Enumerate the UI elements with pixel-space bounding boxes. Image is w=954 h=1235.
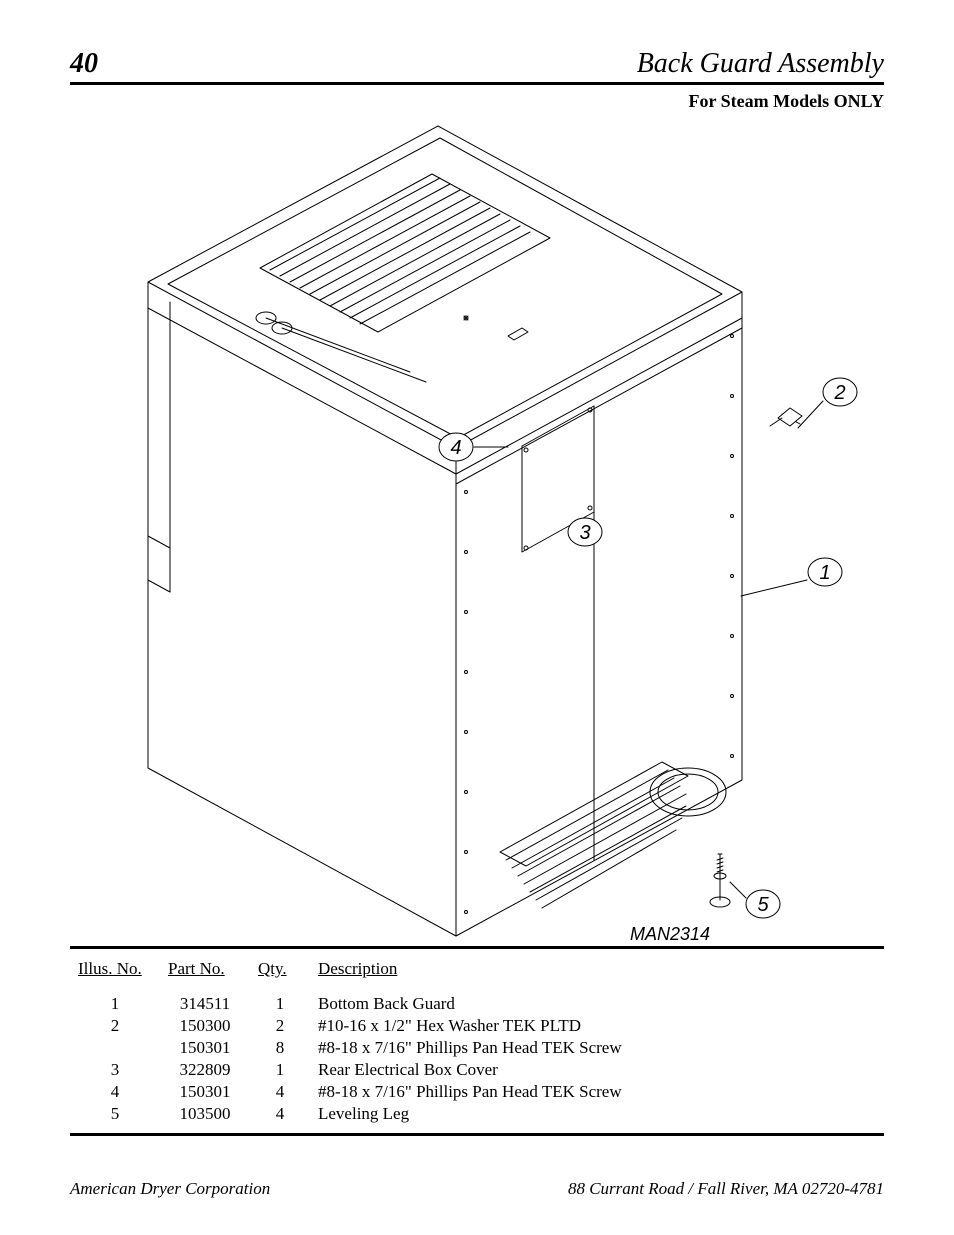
cell-illus: [70, 1037, 160, 1059]
cell-part: 322809: [160, 1059, 250, 1081]
callout-2: 2: [833, 382, 845, 404]
cell-part: 314511: [160, 993, 250, 1015]
cell-qty: 1: [250, 993, 310, 1015]
page-title: Back Guard Assembly: [637, 48, 884, 80]
cell-qty: 4: [250, 1103, 310, 1125]
cell-desc: Bottom Back Guard: [310, 993, 884, 1015]
col-header-part: Part No.: [160, 955, 250, 993]
cell-qty: 1: [250, 1059, 310, 1081]
page-footer: American Dryer Corporation 88 Currant Ro…: [70, 1179, 884, 1199]
col-header-illus: Illus. No.: [70, 955, 160, 993]
screw-2: [770, 408, 802, 426]
footer-address: 88 Currant Road / Fall River, MA 02720-4…: [568, 1179, 884, 1199]
footer-company: American Dryer Corporation: [70, 1179, 270, 1199]
page-header: 40 Back Guard Assembly: [70, 48, 884, 85]
callout-1: 1: [819, 562, 830, 584]
table-row: 51035004Leveling Leg: [70, 1103, 884, 1125]
cell-part: 150301: [160, 1081, 250, 1103]
cell-desc: #10-16 x 1/2" Hex Washer TEK PLTD: [310, 1015, 884, 1037]
cell-illus: 5: [70, 1103, 160, 1125]
cell-desc: #8-18 x 7/16" Phillips Pan Head TEK Scre…: [310, 1037, 884, 1059]
col-header-desc: Description: [310, 955, 884, 993]
cell-qty: 2: [250, 1015, 310, 1037]
cell-part: 103500: [160, 1103, 250, 1125]
cell-qty: 8: [250, 1037, 310, 1059]
cell-illus: 4: [70, 1081, 160, 1103]
page-number: 40: [70, 48, 98, 80]
cell-qty: 4: [250, 1081, 310, 1103]
callout-5: 5: [757, 894, 769, 916]
table-row: 41503014#8-18 x 7/16" Phillips Pan Head …: [70, 1081, 884, 1103]
cell-illus: 1: [70, 993, 160, 1015]
table-row: 13145111Bottom Back Guard: [70, 993, 884, 1015]
cell-illus: 2: [70, 1015, 160, 1037]
cell-desc: Rear Electrical Box Cover: [310, 1059, 884, 1081]
leveling-leg: [710, 854, 730, 907]
steam-coil: [256, 174, 550, 382]
cell-illus: 3: [70, 1059, 160, 1081]
drawing-id: MAN2314: [630, 924, 710, 942]
table-row: 1503018#8-18 x 7/16" Phillips Pan Head T…: [70, 1037, 884, 1059]
cell-part: 150301: [160, 1037, 250, 1059]
page-subtitle: For Steam Models ONLY: [70, 91, 884, 112]
cell-desc: #8-18 x 7/16" Phillips Pan Head TEK Scre…: [310, 1081, 884, 1103]
col-header-qty: Qty.: [250, 955, 310, 993]
callout-4: 4: [450, 437, 461, 459]
cell-desc: Leveling Leg: [310, 1103, 884, 1125]
table-header-row: Illus. No. Part No. Qty. Description: [70, 955, 884, 993]
assembly-diagram: 1 2 3 4 5 MAN2314: [70, 112, 884, 942]
callout-3: 3: [579, 522, 590, 544]
parts-table: Illus. No. Part No. Qty. Description 131…: [70, 946, 884, 1136]
cell-part: 150300: [160, 1015, 250, 1037]
table-row: 33228091Rear Electrical Box Cover: [70, 1059, 884, 1081]
table-row: 21503002#10-16 x 1/2" Hex Washer TEK PLT…: [70, 1015, 884, 1037]
